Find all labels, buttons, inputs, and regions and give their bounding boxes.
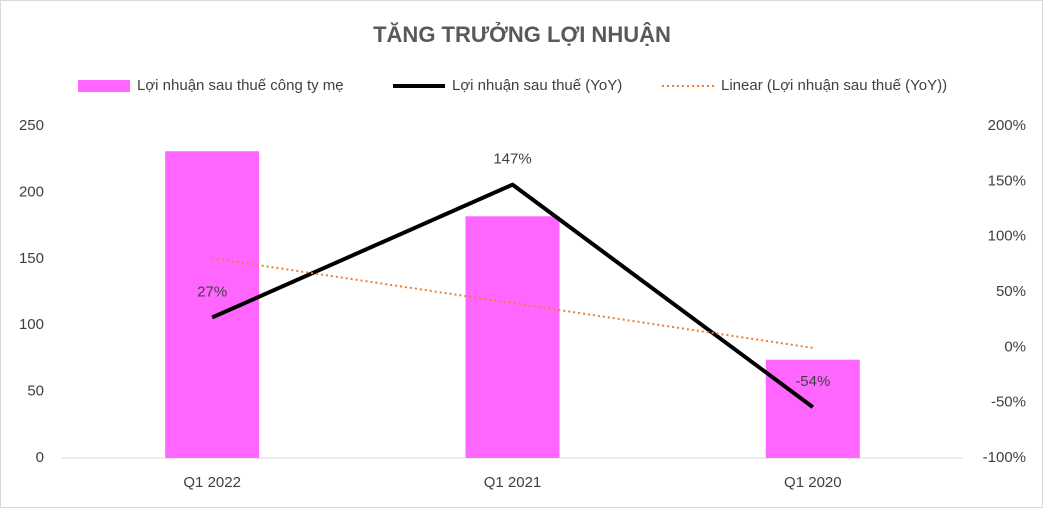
data-label: -54% bbox=[795, 373, 830, 390]
bar bbox=[765, 359, 860, 458]
y2-tick-label: -100% bbox=[983, 449, 1026, 466]
trend-line bbox=[212, 257, 813, 349]
legend-label: Lợi nhuận sau thuế công ty mẹ bbox=[137, 77, 344, 94]
y2-tick-label: 50% bbox=[996, 283, 1026, 300]
data-label: 27% bbox=[197, 283, 227, 300]
y-tick-label: 200 bbox=[19, 183, 44, 200]
y2-tick-label: 200% bbox=[988, 117, 1026, 134]
y2-tick-label: 150% bbox=[988, 172, 1026, 189]
chart-title: TĂNG TRƯỞNG LỢI NHUẬN bbox=[373, 22, 671, 47]
y2-tick-label: 0% bbox=[1004, 338, 1026, 355]
legend-swatch bbox=[78, 80, 130, 92]
y2-tick-label: 100% bbox=[988, 228, 1026, 245]
x-tick-label: Q1 2020 bbox=[784, 474, 842, 491]
bar bbox=[465, 216, 560, 458]
y-tick-label: 50 bbox=[27, 383, 44, 400]
x-tick-label: Q1 2021 bbox=[484, 474, 542, 491]
y-tick-label: 150 bbox=[19, 250, 44, 267]
data-label: 147% bbox=[493, 151, 531, 168]
y-tick-label: 250 bbox=[19, 117, 44, 134]
y-tick-label: 100 bbox=[19, 316, 44, 333]
y-tick-label: 0 bbox=[36, 449, 44, 466]
x-tick-label: Q1 2022 bbox=[183, 474, 241, 491]
legend-label: Linear (Lợi nhuận sau thuế (YoY)) bbox=[721, 77, 947, 94]
legend-label: Lợi nhuận sau thuế (YoY) bbox=[452, 77, 622, 94]
y2-tick-label: -50% bbox=[991, 394, 1026, 411]
